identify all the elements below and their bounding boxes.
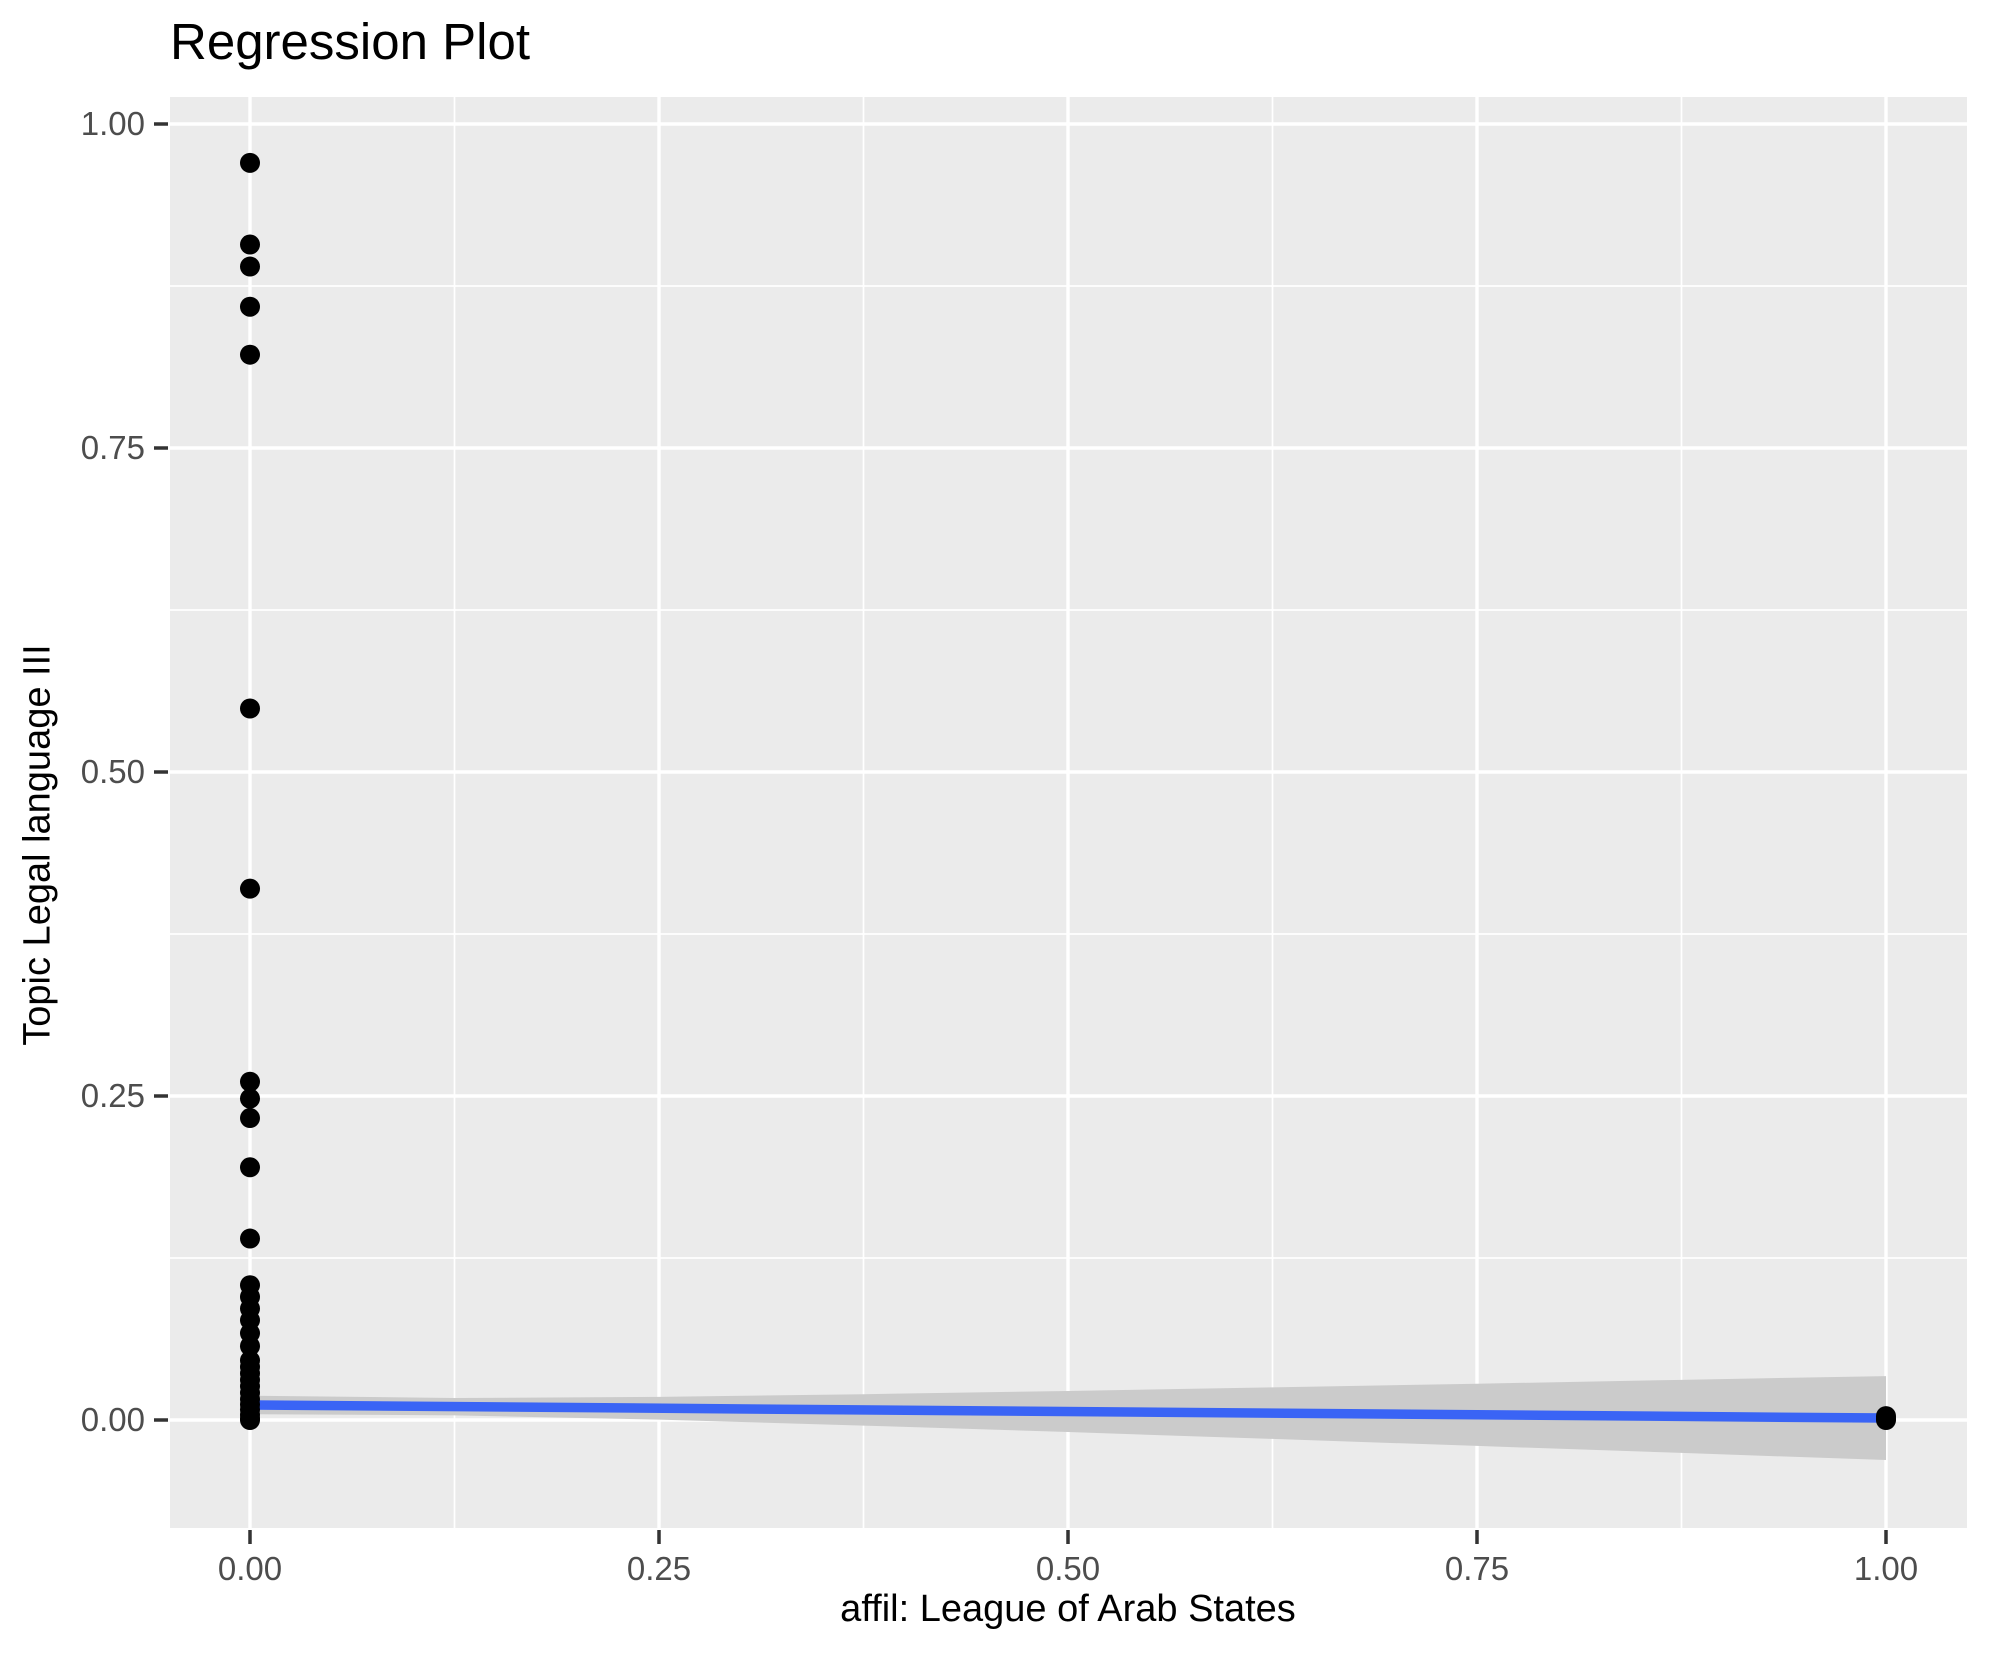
data-point [240,1336,260,1357]
x-tick-label: 0.75 [1444,1550,1510,1587]
x-axis-title: affil: League of Arab States [840,1588,1296,1630]
x-tick-label: 1.00 [1853,1550,1919,1587]
data-point [240,1108,260,1129]
data-point [240,698,260,719]
data-point [1876,1410,1896,1430]
data-point [240,1228,260,1249]
data-point [240,1088,260,1109]
data-point [240,878,260,899]
data-point [240,152,260,173]
y-tick-label: 0.25 [80,1077,145,1114]
scatter-points [240,152,1896,1430]
y-tick-label: 0.75 [80,429,145,466]
y-axis-title: Topic Legal language III [16,644,59,1046]
confidence-band [250,1376,1886,1461]
chart-title: Regression Plot [170,13,531,70]
data-point [240,1157,260,1178]
data-point [240,256,260,277]
data-point [240,344,260,365]
x-tick-label: 0.25 [626,1550,692,1587]
y-tick-label: 1.00 [80,105,145,142]
regression-line [249,1400,1887,1423]
y-tick-label: 0.50 [80,753,145,790]
data-point [240,296,260,317]
data-point [240,234,260,255]
x-tick-label: 0.50 [1035,1550,1101,1587]
y-tick-label: 0.00 [80,1401,145,1438]
data-point [240,1071,260,1092]
x-tick-label: 0.00 [217,1550,283,1587]
data-point [240,1410,260,1430]
axis-ticks [154,122,1888,1544]
